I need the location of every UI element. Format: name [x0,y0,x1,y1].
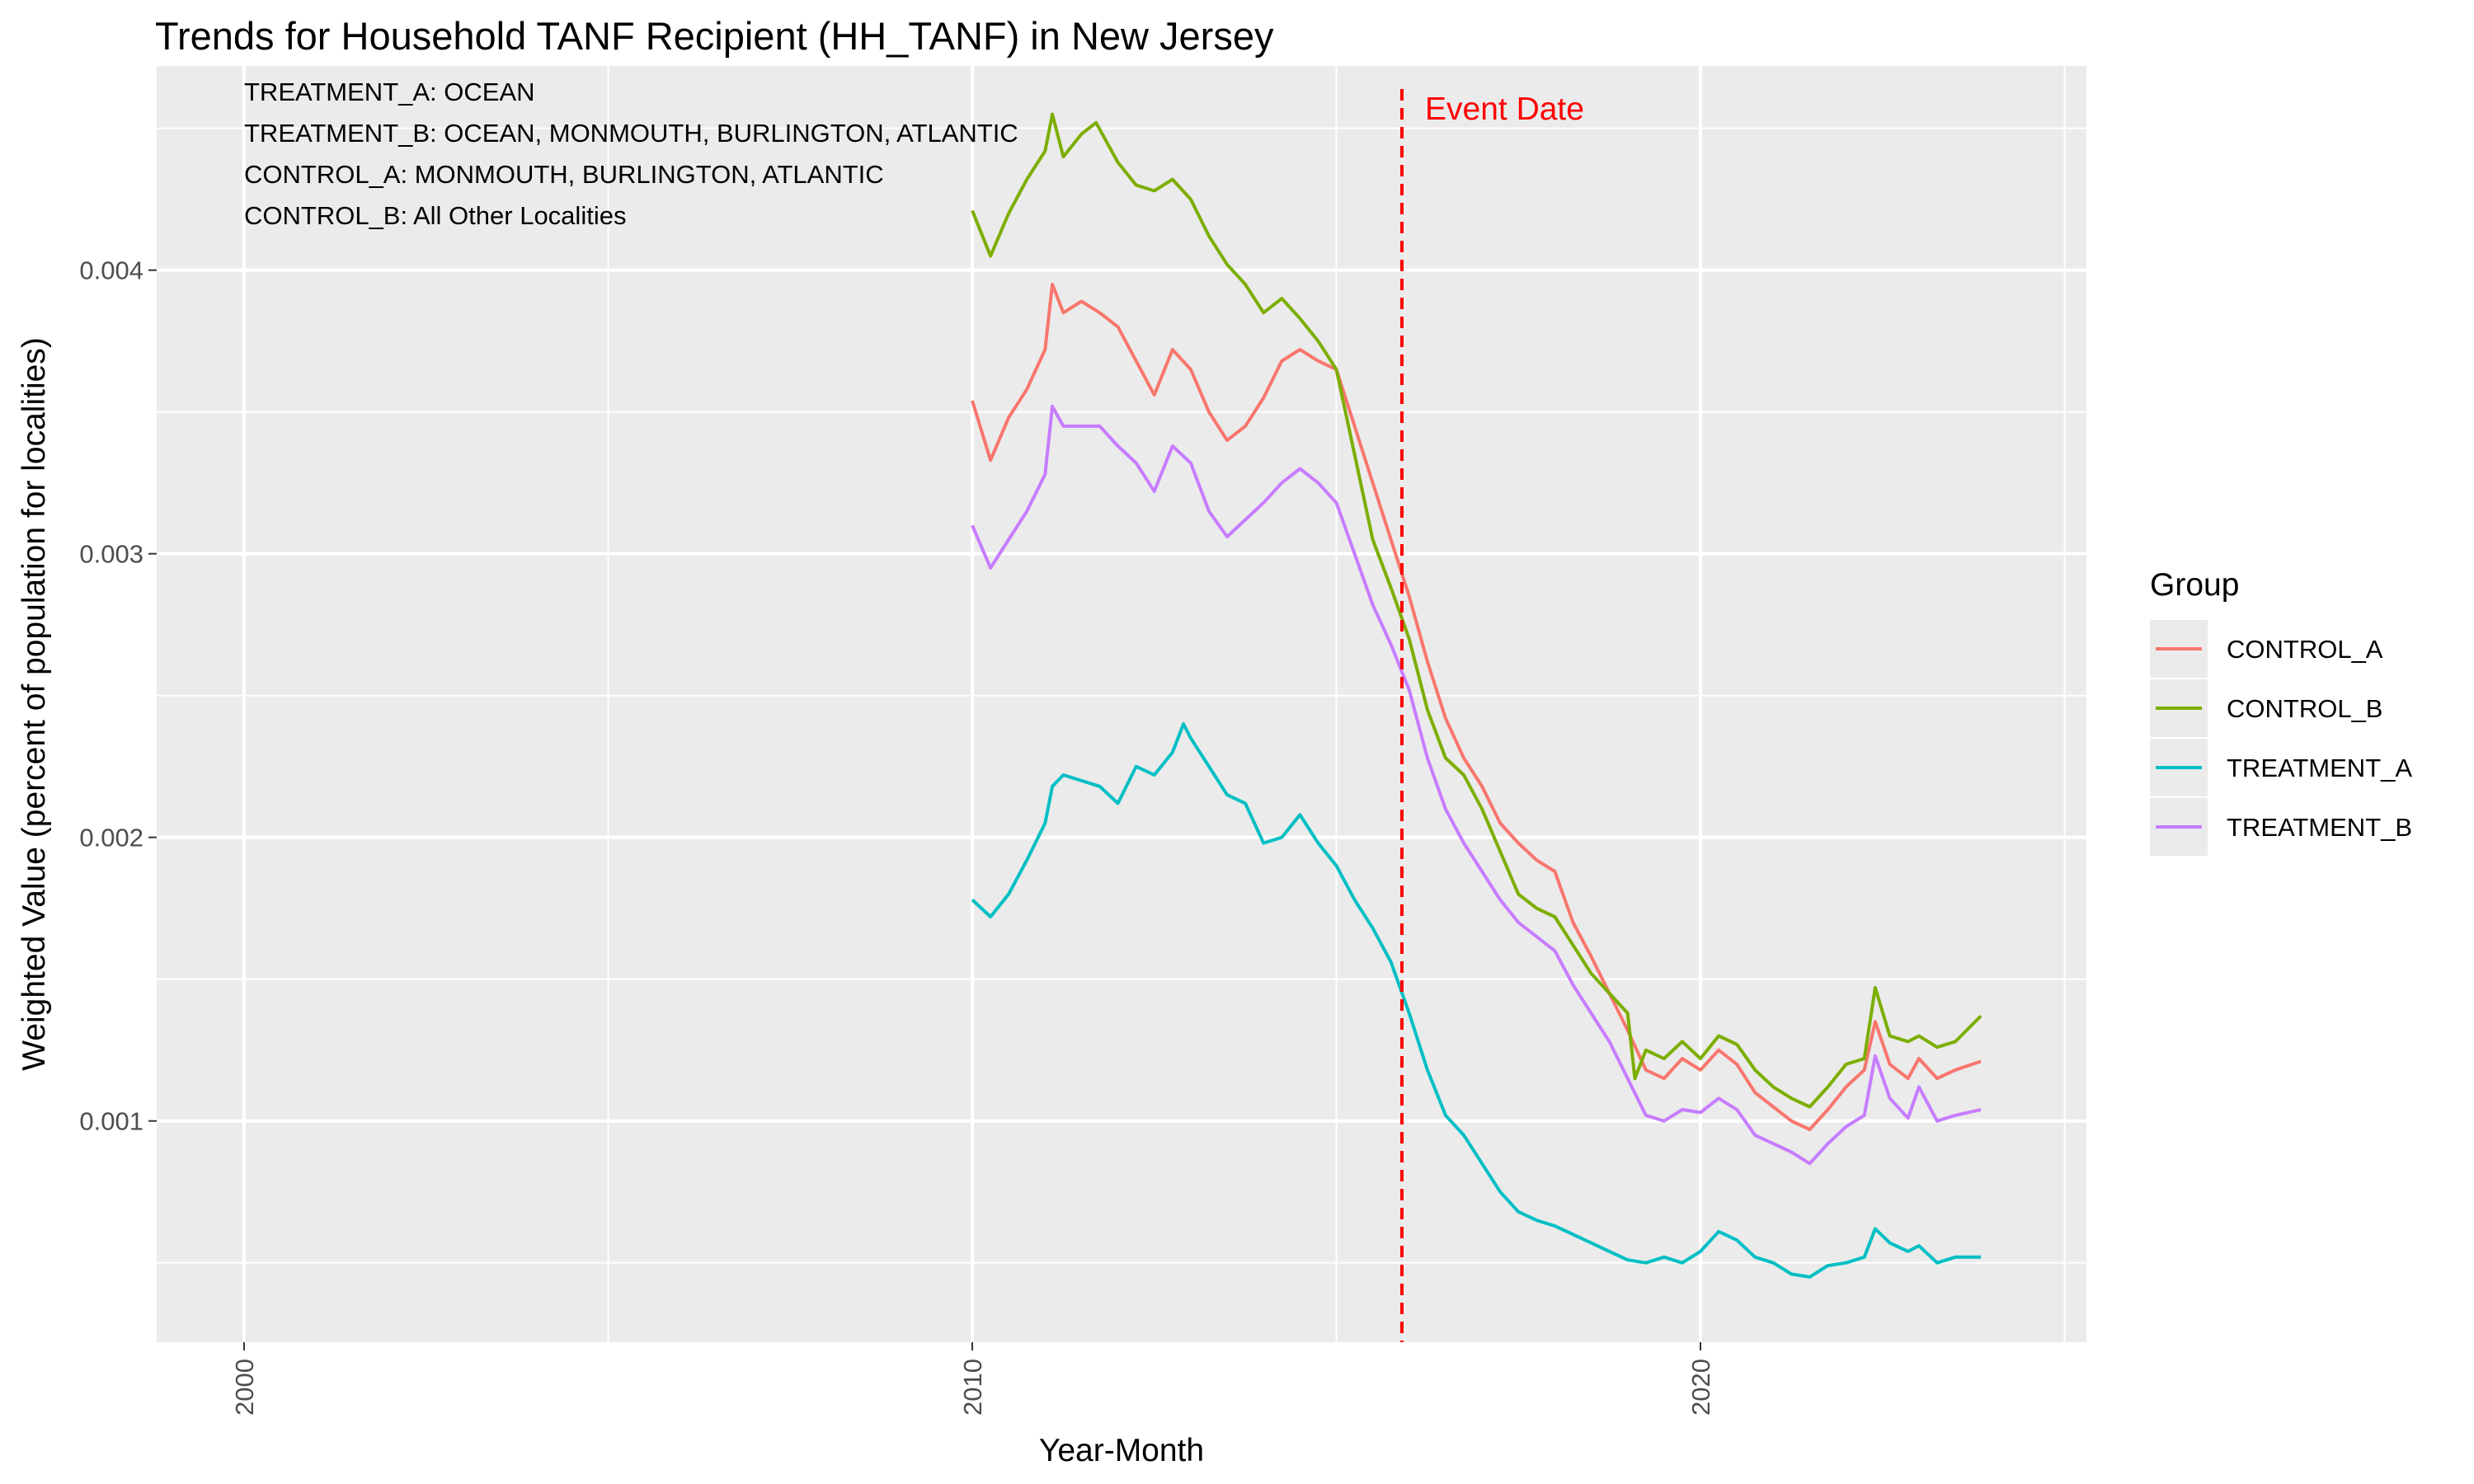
legend-label: CONTROL_B [2227,694,2382,723]
major-gridlines [157,66,2086,1342]
series-lines [971,112,1982,1279]
y-tick-label: 0.002 [79,824,143,852]
legend-label: TREATMENT_B [2227,813,2412,842]
legend-title: Group [2150,567,2239,603]
annotation-treatment-a: TREATMENT_A: OCEAN [244,77,535,106]
legend: Group CONTROL_A CONTROL_B TREATMENT_A TREAT… [2150,567,2412,856]
x-tick-label: 2010 [958,1359,987,1416]
x-tick-label: 2020 [1686,1359,1715,1416]
series-line-treatment-b [971,404,1982,1166]
series-line-control-b [971,112,1982,1109]
annotation-control-a: CONTROL_A: MONMOUTH, BURLINGTON, ATLANTI… [244,160,884,189]
legend-label: CONTROL_A [2227,635,2383,664]
legend-label: TREATMENT_A [2227,754,2412,782]
annotation-group: TREATMENT_A: OCEAN TREATMENT_B: OCEAN, M… [244,77,1018,230]
x-axis-title: Year-Month [1039,1433,1204,1468]
y-axis-title: Weighted Value (percent of population fo… [16,337,52,1071]
minor-gridlines [157,66,2086,1342]
series-line-control-a [971,282,1982,1131]
annotation-treatment-b: TREATMENT_B: OCEAN, MONMOUTH, BURLINGTON… [244,119,1018,148]
y-tick-label: 0.001 [79,1107,143,1136]
x-axis-ticks: 2000 2010 2020 [230,1342,1715,1416]
y-tick-label: 0.003 [79,540,143,569]
x-tick-label: 2000 [230,1359,259,1416]
chart-title: Trends for Household TANF Recipient (HH_… [155,14,1274,58]
annotation-control-b: CONTROL_B: All Other Localities [244,201,626,230]
event-date-label: Event Date [1425,92,1584,127]
plot-panel [157,66,2086,1342]
y-axis-ticks: 0.001 0.002 0.003 0.004 [79,256,157,1136]
y-tick-label: 0.004 [79,256,143,285]
series-line-treatment-a [971,722,1981,1279]
